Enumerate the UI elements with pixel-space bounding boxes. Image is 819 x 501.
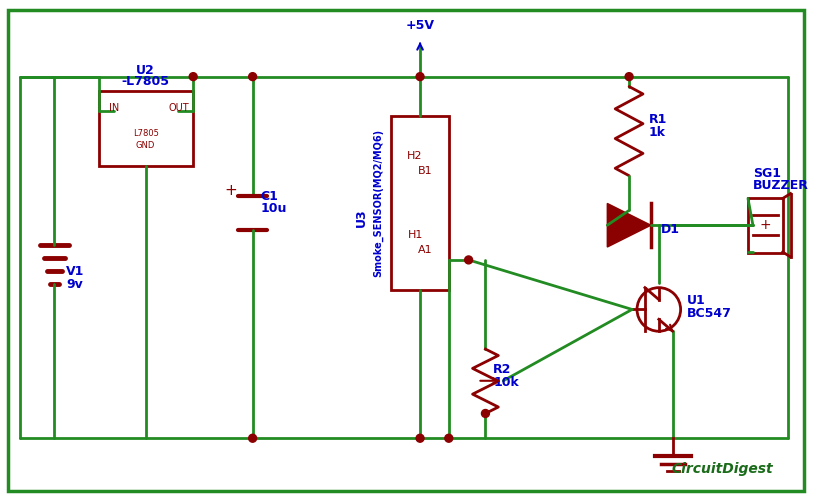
Polygon shape (607, 203, 650, 247)
Text: U3: U3 (355, 208, 368, 226)
Circle shape (464, 256, 472, 264)
Text: V1: V1 (66, 266, 84, 278)
Text: BUZZER: BUZZER (752, 178, 808, 191)
Bar (391, 116, 448, 290)
Bar (747, 198, 781, 253)
Circle shape (248, 73, 256, 81)
Text: U2: U2 (136, 64, 155, 77)
Text: +: + (758, 218, 770, 232)
Text: U1: U1 (686, 295, 704, 308)
Circle shape (189, 73, 197, 81)
Circle shape (624, 73, 632, 81)
Circle shape (415, 434, 423, 442)
Text: C1: C1 (260, 190, 278, 203)
Text: BC547: BC547 (686, 308, 731, 320)
Text: H1: H1 (407, 230, 423, 240)
Text: IN: IN (109, 103, 119, 113)
Bar (99, 92, 193, 166)
Text: R1: R1 (648, 113, 667, 126)
Text: H2: H2 (407, 151, 423, 161)
Text: 10k: 10k (493, 376, 518, 389)
Circle shape (248, 434, 256, 442)
Circle shape (444, 434, 452, 442)
Text: OUT: OUT (168, 103, 188, 113)
Text: D1: D1 (660, 223, 679, 236)
Text: GND: GND (136, 141, 155, 150)
Text: 10u: 10u (260, 202, 287, 215)
Circle shape (481, 409, 489, 417)
Text: R2: R2 (493, 363, 511, 376)
Text: CircuitDigest: CircuitDigest (670, 462, 771, 476)
Text: +: + (224, 183, 237, 198)
Text: +5V: +5V (405, 19, 434, 32)
Text: 9v: 9v (66, 278, 83, 291)
Text: -L7805: -L7805 (121, 75, 170, 88)
Text: A1: A1 (417, 245, 432, 255)
Text: 1k: 1k (648, 126, 665, 139)
Circle shape (415, 73, 423, 81)
Text: SG1: SG1 (752, 167, 780, 180)
Text: L7805: L7805 (133, 129, 158, 138)
Text: Smoke_SENSOR(MQ2/MQ6): Smoke_SENSOR(MQ2/MQ6) (373, 128, 383, 277)
Text: B1: B1 (417, 166, 432, 176)
